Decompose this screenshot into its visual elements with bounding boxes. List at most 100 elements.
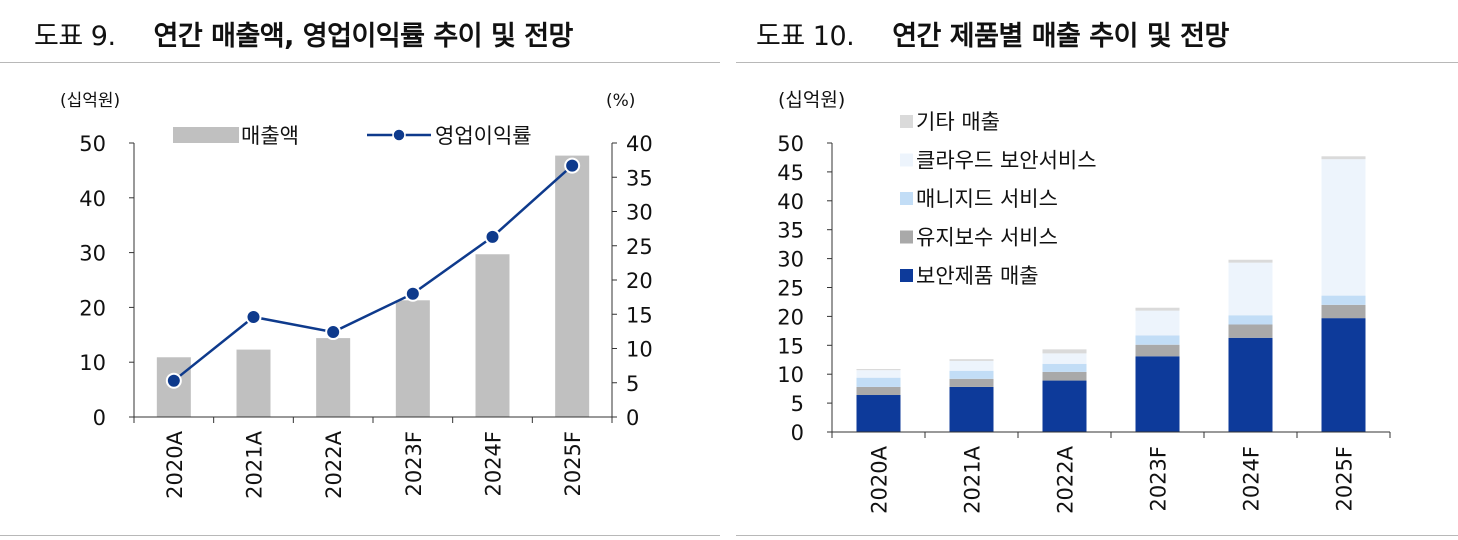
operating-margin-point-2024F: [484, 228, 501, 245]
x-tick-label-2023F: 2023F: [402, 431, 426, 497]
legend-label-2: 매니지드 서비스: [916, 187, 1058, 211]
legend-label-revenue: 매출액: [241, 124, 299, 148]
legend-label-3: 유지보수 서비스: [916, 226, 1058, 250]
figure-9-heading: 도표 9. 연간 매출액, 영업이익률 추이 및 전망: [34, 14, 573, 53]
right-axis-unit: (%): [606, 91, 635, 111]
x-tick-label-2020A: 2020A: [868, 445, 892, 513]
y-tick-label: 10: [777, 363, 804, 387]
stacked-bar-2024F-series-4: [1228, 259, 1273, 263]
stacked-bar-2024F-series-3: [1228, 262, 1273, 316]
revenue-bar-2021A: [236, 349, 271, 417]
legend-swatch-3: [900, 230, 913, 244]
y-tick-label: 0: [791, 421, 804, 445]
figure-10-panel: 도표 10. 연간 제품별 매출 추이 및 전망 (십억원) 0 5 10 15 20 25 3…: [736, 0, 1458, 540]
legend-swatch-margin-marker: [392, 128, 406, 142]
right-y-tick-label: 5: [626, 372, 639, 396]
y-tick-label: 25: [777, 277, 804, 301]
y-tick-label: 40: [777, 190, 804, 214]
stacked-bar-2021A-series-4: [949, 359, 994, 361]
figure-9-bottom-rule: [0, 535, 720, 536]
legend-swatch-revenue: [173, 127, 239, 143]
right-y-tick-label: 20: [626, 269, 653, 293]
figure-9-panel: 도표 9. 연간 매출액, 영업이익률 추이 및 전망 (십억원) (%) 0 10 20…: [0, 0, 720, 540]
right-y-tick-label: 0: [626, 406, 639, 430]
stacked-bar-2020A-series-1: [856, 386, 901, 396]
stacked-bar-2023F-series-4: [1135, 307, 1180, 311]
operating-margin-line: [173, 164, 573, 382]
stacked-bar-2024F-series-2: [1228, 315, 1273, 325]
x-tick-label-2020A: 2020A: [163, 430, 187, 498]
stacked-bar-2022A-series-4: [1042, 349, 1087, 354]
stacked-bar-2023F-series-1: [1135, 344, 1180, 357]
stacked-bar-2024F-series-0: [1228, 337, 1273, 432]
operating-margin-point-2020A: [165, 372, 182, 389]
left-y-tick-label: 10: [79, 351, 106, 375]
operating-margin-point-2021A: [245, 308, 262, 325]
x-tick-label-2022A: 2022A: [1054, 445, 1078, 513]
stacked-bar-2022A-series-3: [1042, 353, 1087, 364]
y-tick-label: 15: [777, 334, 804, 358]
legend-swatch-2: [900, 192, 913, 205]
stacked-bar-2023F-series-0: [1135, 356, 1180, 432]
legend-swatch-4: [900, 269, 913, 282]
legend-label-4: 보안제품 매출: [916, 264, 1039, 288]
y-tick-label: 45: [777, 161, 804, 185]
stacked-bar-2021A-series-2: [949, 370, 994, 379]
revenue-bar-2023F: [395, 300, 430, 417]
stacked-bar-2021A-series-3: [949, 360, 994, 371]
x-tick-label-2022A: 2022A: [322, 430, 346, 498]
stacked-bar-2025F-series-3: [1321, 159, 1366, 296]
right-y-tick-label: 40: [626, 132, 653, 156]
right-y-tick-label: 10: [626, 338, 653, 362]
stacked-bar-2023F-series-2: [1135, 335, 1180, 345]
revenue-margin-chart: (십억원) (%) 0 10 20 30 40 50 0 5 10 15 20 25 30 35 40 2020A…: [60, 91, 653, 499]
x-tick-label-2023F: 2023F: [1147, 446, 1171, 512]
y-tick-label: 35: [777, 219, 804, 243]
revenue-bar-2025F: [555, 155, 590, 417]
stacked-bar-2021A-series-0: [949, 386, 994, 432]
x-tick-label-2024F: 2024F: [482, 431, 506, 497]
stacked-bar-2025F-series-4: [1321, 156, 1366, 160]
left-y-tick-label: 30: [79, 242, 106, 266]
x-tick-label-2021A: 2021A: [961, 445, 985, 513]
stacked-bar-2022A-series-2: [1042, 363, 1087, 372]
y-tick-label: 5: [791, 392, 804, 416]
stacked-bar-2020A-series-3: [856, 370, 901, 378]
operating-margin-point-2022A: [325, 324, 342, 341]
stacked-bar-2025F-series-1: [1321, 304, 1366, 319]
revenue-bar-2022A: [316, 338, 351, 417]
x-tick-label-2024F: 2024F: [1240, 446, 1264, 512]
left-y-tick-label: 0: [93, 406, 106, 430]
figure-10-bottom-rule: [736, 535, 1458, 536]
figure-10-label: 도표 10.: [756, 21, 855, 52]
figure-10-title: 연간 제품별 매출 추이 및 전망: [892, 21, 1229, 52]
x-tick-label-2025F: 2025F: [561, 431, 585, 497]
legend-label-0: 기타 매출: [916, 110, 1000, 134]
stacked-bar-2020A-series-2: [856, 377, 901, 387]
left-axis-unit: (십억원): [778, 89, 845, 111]
figure-10-top-rule: [736, 62, 1458, 63]
figure-9-label: 도표 9.: [34, 21, 116, 52]
y-tick-label: 50: [777, 132, 804, 156]
stacked-bar-2020A-series-4: [856, 368, 901, 371]
left-y-tick-label: 50: [79, 132, 106, 156]
figure-9-top-rule: [0, 62, 720, 63]
legend-swatch-0: [900, 115, 913, 128]
stacked-bar-2024F-series-1: [1228, 324, 1273, 338]
y-tick-label: 30: [777, 248, 804, 272]
left-y-tick-label: 20: [79, 296, 106, 320]
left-axis-unit: (십억원): [60, 91, 120, 111]
legend-swatch-1: [900, 153, 913, 167]
stacked-bar-2021A-series-1: [949, 378, 994, 387]
stacked-bar-2022A-series-1: [1042, 371, 1087, 381]
right-y-tick-label: 25: [626, 235, 653, 259]
right-y-tick-label: 30: [626, 201, 653, 225]
x-tick-label-2021A: 2021A: [243, 430, 267, 498]
stacked-bar-2025F-series-2: [1321, 295, 1366, 305]
right-y-tick-label: 15: [626, 303, 653, 327]
figure-10-heading: 도표 10. 연간 제품별 매출 추이 및 전망: [756, 14, 1229, 53]
stacked-bar-2020A-series-0: [856, 395, 901, 432]
left-y-tick-label: 40: [79, 187, 106, 211]
stacked-bar-2025F-series-0: [1321, 318, 1366, 432]
legend-label-margin: 영업이익률: [435, 124, 532, 148]
